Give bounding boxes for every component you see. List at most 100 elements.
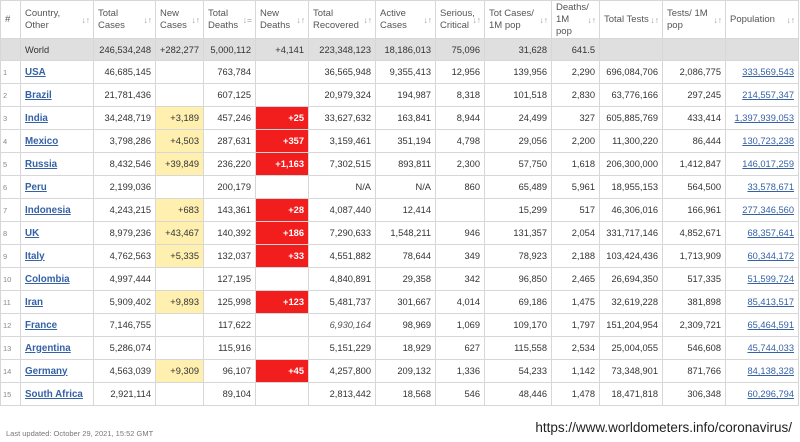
- cell-serious: 946: [435, 221, 485, 245]
- cell-total-recovered: 2,813,442: [308, 382, 376, 406]
- row-index: 2: [0, 83, 21, 107]
- cell-tests-per-1m: 4,852,671: [662, 221, 726, 245]
- population-link[interactable]: 65,464,591: [747, 320, 794, 330]
- sort-arrows-icon[interactable]: ↓↑: [296, 14, 306, 25]
- cell-new-deaths: +1,163: [255, 152, 309, 176]
- cell-population: 333,569,543: [725, 60, 799, 84]
- population-link[interactable]: 51,599,724: [747, 274, 794, 284]
- cell-total-deaths: 140,392: [203, 221, 256, 245]
- country-link[interactable]: USA: [25, 66, 46, 78]
- sort-arrows-icon[interactable]: ↓↑: [423, 14, 433, 25]
- column-header-6[interactable]: Total Recovered ↓↑: [308, 0, 376, 39]
- cell-tests-per-1m: 1,412,847: [662, 152, 726, 176]
- cell-total-deaths: 115,916: [203, 336, 256, 360]
- sort-arrows-icon[interactable]: ↓↑: [191, 14, 201, 25]
- sort-arrows-icon[interactable]: ↓↑: [539, 14, 549, 25]
- population-link[interactable]: 68,357,641: [747, 228, 794, 238]
- cell-cases-per-1m: 101,518: [484, 83, 552, 107]
- country-cell: India: [20, 106, 94, 130]
- population-link[interactable]: 60,344,172: [747, 251, 794, 261]
- country-link[interactable]: Germany: [25, 365, 68, 377]
- population-link[interactable]: 60,296,794: [747, 389, 794, 399]
- column-header-4[interactable]: Total Deaths ↓=: [203, 0, 256, 39]
- cell-total-recovered: 4,840,891: [308, 267, 376, 291]
- column-header-8[interactable]: Serious, Critical ↓↑: [435, 0, 485, 39]
- population-link[interactable]: 130,723,238: [742, 136, 794, 146]
- population-link[interactable]: 214,557,347: [742, 90, 794, 100]
- cell-new-deaths: [255, 267, 309, 291]
- sort-arrows-icon[interactable]: ↓↑: [650, 14, 660, 25]
- column-header-3[interactable]: New Cases ↓↑: [155, 0, 204, 39]
- cell-total-deaths: 457,246: [203, 106, 256, 130]
- sort-arrows-icon[interactable]: ↓↑: [143, 14, 153, 25]
- cell-cases-per-1m: 65,489: [484, 175, 552, 199]
- cell-total-deaths: 96,107: [203, 359, 256, 383]
- column-header-5[interactable]: New Deaths ↓↑: [255, 0, 309, 39]
- column-header-12[interactable]: Tests/ 1M pop ↓↑: [662, 0, 726, 39]
- country-link[interactable]: Brazil: [25, 89, 52, 101]
- sort-arrows-icon[interactable]: ↓↑: [81, 14, 91, 25]
- cell-total-cases: 5,286,074: [93, 336, 156, 360]
- column-header-7[interactable]: Active Cases ↓↑: [375, 0, 436, 39]
- cell-tests-per-1m: 166,961: [662, 198, 726, 222]
- country-link[interactable]: Italy: [25, 250, 45, 262]
- cell-total-cases: 46,685,145: [93, 60, 156, 84]
- column-header-1[interactable]: Country, Other ↓↑: [20, 0, 94, 39]
- cell-new-cases: +282,277: [155, 38, 204, 61]
- country-link[interactable]: Peru: [25, 181, 47, 193]
- population-link[interactable]: 333,569,543: [742, 67, 794, 77]
- cell-total-deaths: 287,631: [203, 129, 256, 153]
- population-link[interactable]: 1,397,939,053: [734, 113, 794, 123]
- cell-deaths-per-1m: 2,200: [551, 129, 600, 153]
- column-header-10[interactable]: Deaths/ 1M pop ↓↑: [551, 0, 600, 39]
- row-index: 3: [0, 106, 21, 130]
- country-link[interactable]: Indonesia: [25, 204, 71, 216]
- cell-tests-per-1m: 2,086,775: [662, 60, 726, 84]
- world-total-row: World 246,534,248 +282,277 5,000,112 +4,141 2…: [0, 38, 799, 61]
- row-index: 12: [0, 313, 21, 337]
- country-link[interactable]: South Africa: [25, 388, 83, 400]
- population-link[interactable]: 277,346,560: [742, 205, 794, 215]
- sort-arrows-icon[interactable]: ↓↑: [587, 14, 597, 25]
- country-link[interactable]: UK: [25, 227, 40, 239]
- sort-arrows-icon[interactable]: ↓=: [242, 14, 252, 25]
- cell-active-cases: 18,929: [375, 336, 436, 360]
- cell-total-tests: 103,424,436: [599, 244, 663, 268]
- row-index: 9: [0, 244, 21, 268]
- sort-arrows-icon[interactable]: ↓↑: [472, 14, 482, 25]
- column-header-9[interactable]: Tot Cases/ 1M pop ↓↑: [484, 0, 552, 39]
- population-link[interactable]: 33,578,671: [747, 182, 794, 192]
- country-link[interactable]: Russia: [25, 158, 58, 170]
- population-link[interactable]: 85,413,517: [747, 297, 794, 307]
- cell-serious: 4,798: [435, 129, 485, 153]
- cell-tests-per-1m: 564,500: [662, 175, 726, 199]
- table-row: 7 Indonesia 4,243,215 +683 143,361 +28 4,087,4…: [0, 198, 799, 222]
- table-row: 6 Peru 2,199,036 200,179 N/A N/A 860 65,489 5,96…: [0, 175, 799, 199]
- row-index: 6: [0, 175, 21, 199]
- column-header-label: New Deaths: [260, 7, 291, 31]
- sort-arrows-icon[interactable]: ↓↑: [363, 14, 373, 25]
- cell-population: 130,723,238: [725, 129, 799, 153]
- cell-new-deaths: [255, 313, 309, 337]
- cell-deaths-per-1m: 1,478: [551, 382, 600, 406]
- sort-arrows-icon[interactable]: ↓↑: [713, 14, 723, 25]
- country-link[interactable]: Argentina: [25, 342, 71, 354]
- column-header-2[interactable]: Total Cases ↓↑: [93, 0, 156, 39]
- country-cell: Russia: [20, 152, 94, 176]
- population-link[interactable]: 84,138,328: [747, 366, 794, 376]
- cell-deaths-per-1m: 2,465: [551, 267, 600, 291]
- column-header-13[interactable]: Population ↓↑: [725, 0, 799, 39]
- cell-total-deaths: 125,998: [203, 290, 256, 314]
- cell-population: 1,397,939,053: [725, 106, 799, 130]
- cell-new-deaths: [255, 83, 309, 107]
- column-header-11[interactable]: Total Tests ↓↑: [599, 0, 663, 39]
- sort-arrows-icon[interactable]: ↓↑: [786, 14, 796, 25]
- country-link[interactable]: Colombia: [25, 273, 70, 285]
- country-link[interactable]: India: [25, 112, 48, 124]
- country-link[interactable]: Iran: [25, 296, 43, 308]
- population-link[interactable]: 146,017,259: [742, 159, 794, 169]
- population-link[interactable]: 45,744,033: [747, 343, 794, 353]
- cell-population: 68,357,641: [725, 221, 799, 245]
- country-link[interactable]: Mexico: [25, 135, 59, 147]
- country-link[interactable]: France: [25, 319, 58, 331]
